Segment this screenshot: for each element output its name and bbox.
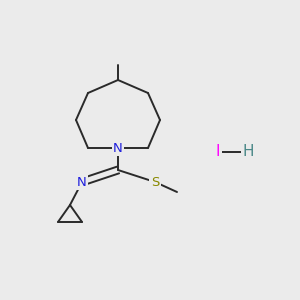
Text: S: S (151, 176, 159, 188)
Text: N: N (113, 142, 123, 154)
Text: N: N (77, 176, 87, 188)
Text: H: H (242, 145, 254, 160)
Text: I: I (216, 145, 220, 160)
